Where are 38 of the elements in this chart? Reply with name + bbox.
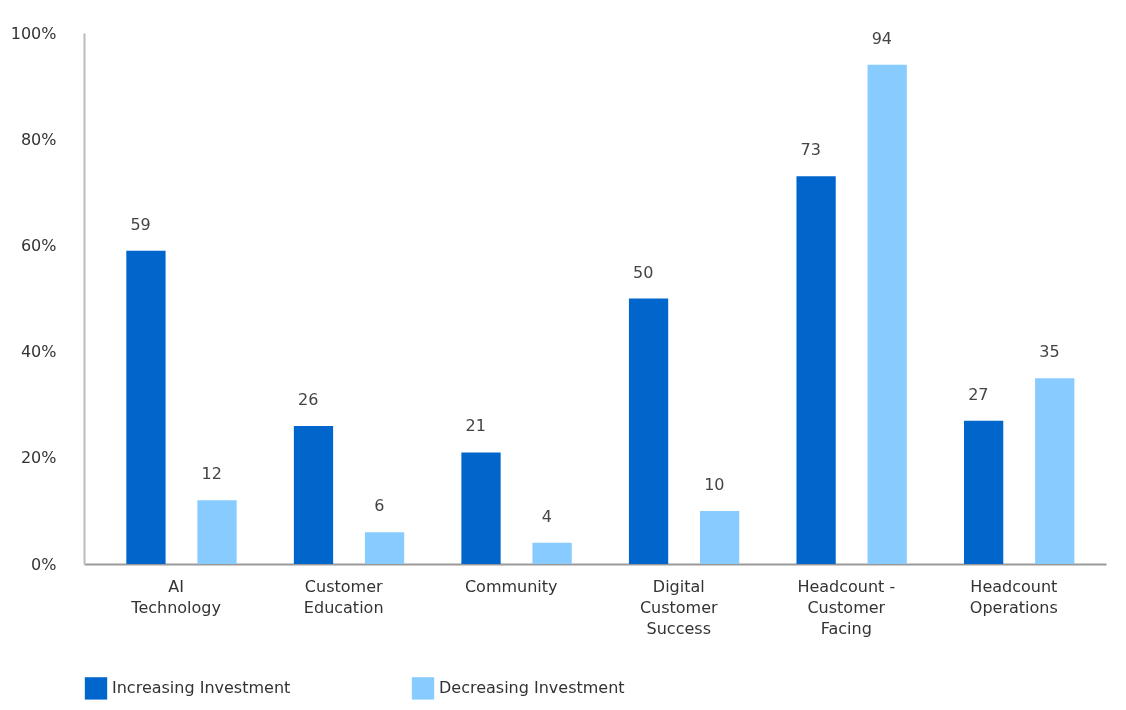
legend-label: Increasing Investment [112, 678, 291, 698]
bar [532, 542, 572, 564]
data-label: 12 [201, 464, 222, 484]
data-label: 6 [374, 496, 385, 516]
x-tick-label: Headcount - Customer Facing [797, 576, 896, 638]
x-tick-label: Community [464, 576, 558, 596]
data-label: 27 [968, 384, 989, 404]
bar [126, 250, 166, 564]
y-tick-label: 40% [20, 342, 57, 362]
legend-label: Decreasing Investment [439, 678, 625, 698]
bar [293, 425, 334, 564]
y-tick-label: 20% [20, 448, 57, 468]
data-label: 4 [541, 506, 552, 526]
x-tick-label: Digital Customer Success [639, 576, 719, 638]
bar [461, 452, 501, 564]
x-tick-label: Customer Education [303, 576, 384, 617]
bar [364, 532, 405, 564]
data-label: 21 [465, 416, 486, 436]
data-label: 59 [130, 214, 151, 234]
bar [867, 64, 907, 564]
bar [964, 420, 1004, 564]
x-tick-label: Headcount Operations [969, 576, 1058, 617]
data-label: 94 [871, 28, 893, 48]
y-tick-label: 80% [20, 129, 57, 149]
y-tick-label: 100% [10, 23, 57, 43]
bar [796, 176, 836, 564]
bar [628, 298, 669, 564]
bar [700, 510, 740, 564]
data-label: 73 [800, 140, 821, 160]
bar [197, 500, 237, 564]
data-label: 10 [704, 474, 725, 494]
x-tick-label: AI Technology [130, 576, 221, 617]
y-tick-label: 60% [20, 235, 57, 255]
data-label: 50 [633, 262, 654, 282]
data-label: 35 [1039, 342, 1060, 362]
y-tick-label: 0% [31, 554, 57, 574]
data-label: 26 [297, 389, 319, 409]
bar [1035, 378, 1075, 564]
